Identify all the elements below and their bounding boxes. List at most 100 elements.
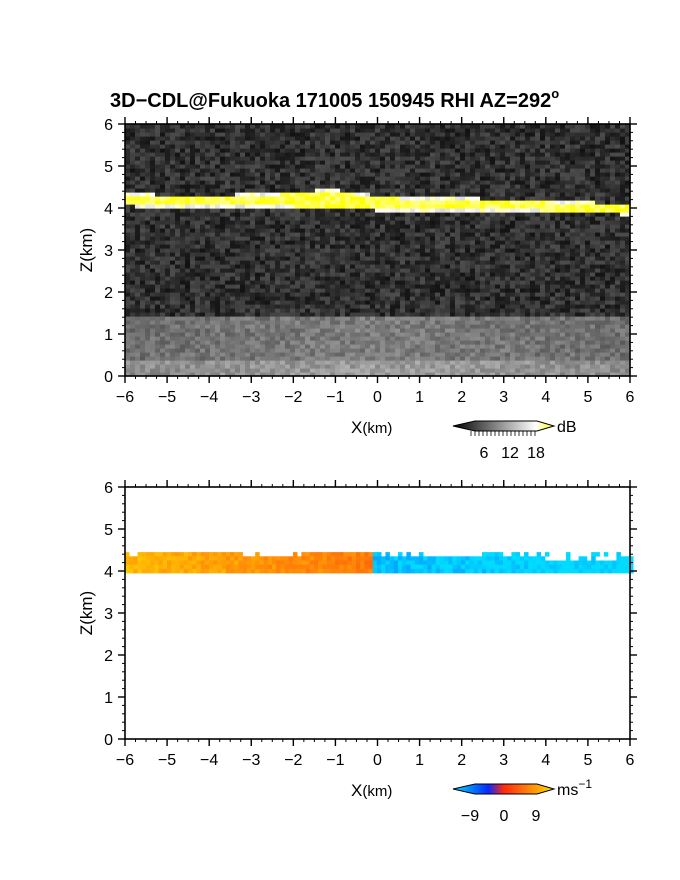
reflectivity-cell: [445, 292, 451, 297]
reflectivity-cell: [460, 140, 466, 145]
reflectivity-cell: [310, 172, 316, 177]
reflectivity-cell: [280, 296, 286, 301]
reflectivity-cell: [180, 348, 186, 353]
reflectivity-cell: [135, 352, 141, 357]
reflectivity-cell: [360, 244, 366, 249]
reflectivity-cell: [200, 148, 206, 153]
reflectivity-cell: [240, 372, 246, 377]
reflectivity-cell: [245, 332, 251, 337]
reflectivity-cell: [240, 276, 246, 281]
reflectivity-cell: [185, 164, 191, 169]
reflectivity-cell: [465, 304, 471, 309]
reflectivity-cell: [480, 204, 486, 209]
reflectivity-cell: [170, 196, 176, 201]
reflectivity-cell: [355, 184, 361, 189]
reflectivity-cell: [130, 328, 136, 333]
reflectivity-cell: [455, 132, 461, 137]
reflectivity-cell: [330, 324, 336, 329]
reflectivity-cell: [155, 208, 161, 213]
reflectivity-cell: [255, 352, 261, 357]
reflectivity-cell: [255, 244, 261, 249]
reflectivity-cell: [140, 220, 146, 225]
reflectivity-cell: [385, 208, 391, 213]
reflectivity-cell: [495, 288, 501, 293]
reflectivity-cell: [250, 176, 256, 181]
reflectivity-cell: [235, 136, 241, 141]
reflectivity-cell: [190, 156, 196, 161]
reflectivity-cell: [140, 272, 146, 277]
reflectivity-cell: [395, 132, 401, 137]
reflectivity-cell: [500, 164, 506, 169]
reflectivity-cell: [270, 272, 276, 277]
reflectivity-cell: [510, 188, 516, 193]
reflectivity-cell: [510, 360, 516, 365]
reflectivity-cell: [240, 264, 246, 269]
reflectivity-cell: [415, 364, 421, 369]
reflectivity-cell: [230, 160, 236, 165]
reflectivity-cell: [420, 344, 426, 349]
reflectivity-cell: [275, 316, 281, 321]
reflectivity-cell: [220, 324, 226, 329]
reflectivity-cell: [275, 276, 281, 281]
reflectivity-cell: [220, 240, 226, 245]
reflectivity-cell: [270, 316, 276, 321]
reflectivity-cell: [300, 132, 306, 137]
reflectivity-cell: [390, 244, 396, 249]
reflectivity-cell: [125, 340, 131, 345]
reflectivity-cell: [475, 160, 481, 165]
reflectivity-cell: [135, 132, 141, 137]
reflectivity-cell: [190, 152, 196, 157]
reflectivity-cell: [490, 184, 496, 189]
reflectivity-cell: [460, 316, 466, 321]
reflectivity-cell: [345, 344, 351, 349]
reflectivity-cell: [210, 208, 216, 213]
reflectivity-cell: [395, 124, 401, 129]
reflectivity-cell: [410, 344, 416, 349]
reflectivity-cell: [245, 192, 251, 197]
reflectivity-cell: [490, 124, 496, 129]
reflectivity-cell: [155, 332, 161, 337]
reflectivity-cell: [170, 248, 176, 253]
reflectivity-cell: [395, 372, 401, 377]
reflectivity-cell: [380, 316, 386, 321]
reflectivity-cell: [265, 260, 271, 265]
reflectivity-cell: [500, 132, 506, 137]
reflectivity-cell: [335, 300, 341, 305]
reflectivity-cell: [240, 288, 246, 293]
reflectivity-cell: [345, 272, 351, 277]
reflectivity-cell: [430, 168, 436, 173]
reflectivity-cell: [320, 160, 326, 165]
reflectivity-cell: [290, 148, 296, 153]
reflectivity-cell: [515, 280, 521, 285]
reflectivity-cell: [365, 300, 371, 305]
reflectivity-cell: [415, 296, 421, 301]
reflectivity-cell: [495, 256, 501, 261]
reflectivity-cell: [435, 236, 441, 241]
reflectivity-cell: [350, 264, 356, 269]
reflectivity-cell: [315, 184, 321, 189]
reflectivity-cell: [485, 136, 491, 141]
reflectivity-cell: [310, 144, 316, 149]
reflectivity-cell: [135, 292, 141, 297]
reflectivity-cell: [385, 280, 391, 285]
reflectivity-cell: [300, 356, 306, 361]
reflectivity-cell: [425, 344, 431, 349]
reflectivity-cell: [295, 320, 301, 325]
reflectivity-cell: [470, 232, 476, 237]
reflectivity-cell: [315, 308, 321, 313]
reflectivity-cell: [300, 212, 306, 217]
reflectivity-cell: [140, 352, 146, 357]
reflectivity-cell: [480, 148, 486, 153]
reflectivity-cell: [160, 236, 166, 241]
reflectivity-cell: [125, 204, 131, 209]
reflectivity-cell: [335, 264, 341, 269]
reflectivity-cell: [140, 308, 146, 313]
reflectivity-cell: [345, 220, 351, 225]
reflectivity-cell: [185, 200, 191, 205]
reflectivity-cell: [510, 248, 516, 253]
reflectivity-cell: [470, 128, 476, 133]
reflectivity-cell: [245, 216, 251, 221]
reflectivity-cell: [445, 132, 451, 137]
reflectivity-cell: [175, 132, 181, 137]
reflectivity-cell: [335, 308, 341, 313]
